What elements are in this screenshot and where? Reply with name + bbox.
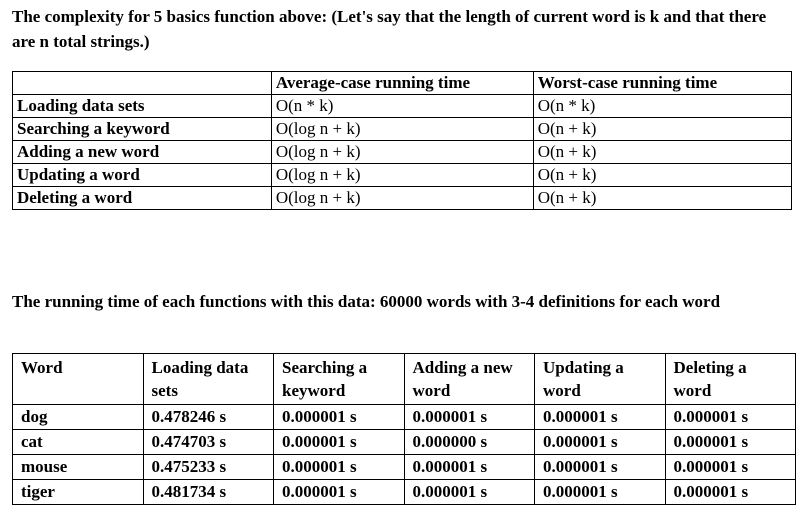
time-cell: 0.475233 s [142,454,274,480]
time-cell: 0.474703 s [142,429,274,455]
function-name-cell: Updating a word [12,163,272,187]
average-case-cell: O(log n + k) [270,117,534,141]
time-cell: 0.000001 s [664,454,796,480]
time-cell: 0.000001 s [664,479,796,505]
header-cell: Adding a new word [403,353,535,405]
time-cell: 0.000000 s [403,429,535,455]
table-row: mouse 0.475233 s 0.000001 s 0.000001 s 0… [12,454,796,480]
timing-intro: The running time of each functions with … [12,292,721,311]
word-cell: tiger [12,479,144,505]
table-row: dog 0.478246 s 0.000001 s 0.000001 s 0.0… [12,404,796,430]
time-cell: 0.000001 s [664,429,796,455]
time-cell: 0.481734 s [142,479,274,505]
average-case-cell: O(n * k) [270,94,534,118]
table-row: Searching a keyword O(log n + k) O(n + k… [12,117,793,141]
timing-table: Word Loading data sets Searching a keywo… [12,353,796,505]
time-cell: 0.000001 s [534,454,666,480]
table-row: Loading data sets O(n * k) O(n * k) [12,94,793,118]
table-row: cat 0.474703 s 0.000001 s 0.000000 s 0.0… [12,429,796,455]
time-cell: 0.000001 s [403,454,535,480]
word-cell: mouse [12,454,144,480]
header-cell: Loading data sets [142,353,274,405]
function-name-cell: Loading data sets [12,94,272,118]
table-row: tiger 0.481734 s 0.000001 s 0.000001 s 0… [12,479,796,505]
header-cell: Deleting a word [664,353,796,405]
worst-case-cell: O(n + k) [532,117,793,141]
table-row: Adding a new word O(log n + k) O(n + k) [12,140,793,164]
complexity-intro: The complexity for 5 basics function abo… [12,7,767,51]
header-cell: Average-case running time [270,71,534,95]
worst-case-cell: O(n + k) [532,140,793,164]
time-cell: 0.000001 s [534,404,666,430]
header-cell: Word [12,353,144,405]
time-cell: 0.000001 s [273,404,405,430]
header-cell [12,71,272,95]
time-cell: 0.000001 s [403,479,535,505]
table-row: Updating a word O(log n + k) O(n + k) [12,163,793,187]
worst-case-cell: O(n + k) [532,163,793,187]
average-case-cell: O(log n + k) [270,140,534,164]
table-header-row: Word Loading data sets Searching a keywo… [12,353,796,405]
word-cell: dog [12,404,144,430]
time-cell: 0.000001 s [534,429,666,455]
time-cell: 0.000001 s [664,404,796,430]
complexity-table: Average-case running time Worst-case run… [12,71,793,210]
header-cell: Searching a keyword [273,353,405,405]
word-cell: cat [12,429,144,455]
time-cell: 0.000001 s [273,479,405,505]
average-case-cell: O(log n + k) [270,163,534,187]
time-cell: 0.000001 s [403,404,535,430]
time-cell: 0.000001 s [273,454,405,480]
table-row: Deleting a word O(log n + k) O(n + k) [12,186,793,210]
function-name-cell: Adding a new word [12,140,272,164]
worst-case-cell: O(n + k) [532,186,793,210]
table-header-row: Average-case running time Worst-case run… [12,71,793,95]
worst-case-cell: O(n * k) [532,94,793,118]
average-case-cell: O(log n + k) [270,186,534,210]
time-cell: 0.000001 s [534,479,666,505]
header-cell: Updating a word [534,353,666,405]
function-name-cell: Deleting a word [12,186,272,210]
header-cell: Worst-case running time [532,71,793,95]
time-cell: 0.000001 s [273,429,405,455]
function-name-cell: Searching a keyword [12,117,272,141]
time-cell: 0.478246 s [142,404,274,430]
